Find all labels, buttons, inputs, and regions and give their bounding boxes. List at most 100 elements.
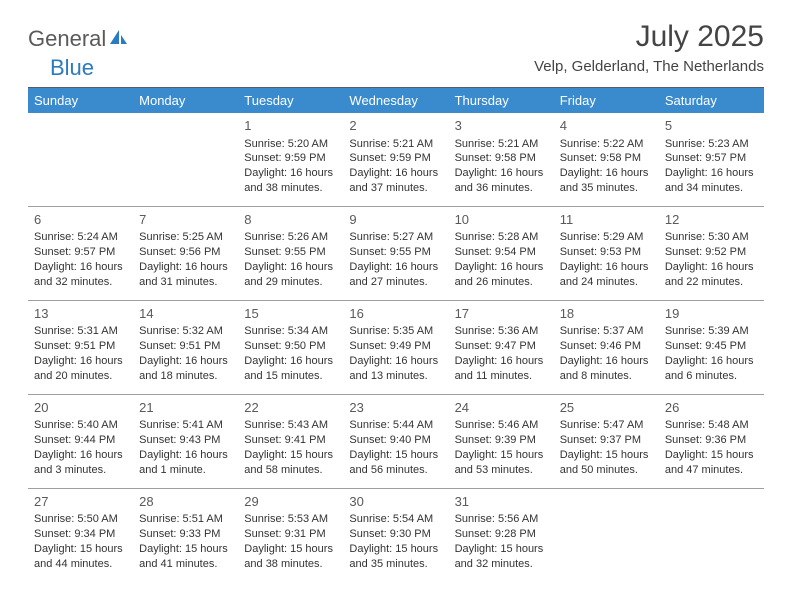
calendar-day-cell: 19Sunrise: 5:39 AMSunset: 9:45 PMDayligh… xyxy=(659,300,764,394)
calendar-day-cell: 22Sunrise: 5:43 AMSunset: 9:41 PMDayligh… xyxy=(238,394,343,488)
day-number: 25 xyxy=(560,399,653,417)
day-number: 10 xyxy=(455,211,548,229)
day-number: 5 xyxy=(665,117,758,135)
sunrise-text: Sunrise: 5:40 AM xyxy=(34,418,127,433)
sunrise-text: Sunrise: 5:34 AM xyxy=(244,324,337,339)
calendar-day-cell: 26Sunrise: 5:48 AMSunset: 9:36 PMDayligh… xyxy=(659,394,764,488)
calendar-day-cell: 2Sunrise: 5:21 AMSunset: 9:59 PMDaylight… xyxy=(343,113,448,206)
day-number: 6 xyxy=(34,211,127,229)
weekday-header: Sunday xyxy=(28,88,133,113)
daylight-text: Daylight: 16 hours and 18 minutes. xyxy=(139,354,232,384)
calendar-day-cell: 23Sunrise: 5:44 AMSunset: 9:40 PMDayligh… xyxy=(343,394,448,488)
calendar-day-cell: 5Sunrise: 5:23 AMSunset: 9:57 PMDaylight… xyxy=(659,113,764,206)
daylight-text: Daylight: 16 hours and 6 minutes. xyxy=(665,354,758,384)
calendar-empty-cell xyxy=(554,488,659,581)
sunrise-text: Sunrise: 5:22 AM xyxy=(560,137,653,152)
day-number: 17 xyxy=(455,305,548,323)
day-number: 11 xyxy=(560,211,653,229)
sunset-text: Sunset: 9:47 PM xyxy=(455,339,548,354)
calendar-empty-cell xyxy=(133,113,238,206)
sunset-text: Sunset: 9:54 PM xyxy=(455,245,548,260)
calendar-empty-cell xyxy=(659,488,764,581)
calendar-week-row: 1Sunrise: 5:20 AMSunset: 9:59 PMDaylight… xyxy=(28,113,764,206)
day-number: 14 xyxy=(139,305,232,323)
day-number: 7 xyxy=(139,211,232,229)
calendar-day-cell: 10Sunrise: 5:28 AMSunset: 9:54 PMDayligh… xyxy=(449,206,554,300)
calendar-week-row: 27Sunrise: 5:50 AMSunset: 9:34 PMDayligh… xyxy=(28,488,764,581)
calendar-day-cell: 14Sunrise: 5:32 AMSunset: 9:51 PMDayligh… xyxy=(133,300,238,394)
daylight-text: Daylight: 16 hours and 15 minutes. xyxy=(244,354,337,384)
daylight-text: Daylight: 15 hours and 35 minutes. xyxy=(349,542,442,572)
day-number: 15 xyxy=(244,305,337,323)
calendar-week-row: 20Sunrise: 5:40 AMSunset: 9:44 PM Dayligh… xyxy=(28,394,764,488)
day-number: 4 xyxy=(560,117,653,135)
day-number: 16 xyxy=(349,305,442,323)
sunrise-text: Sunrise: 5:48 AM xyxy=(665,418,758,433)
calendar-day-cell: 18Sunrise: 5:37 AMSunset: 9:46 PMDayligh… xyxy=(554,300,659,394)
daylight-text: Daylight: 16 hours and 36 minutes. xyxy=(455,166,548,196)
calendar-day-cell: 9Sunrise: 5:27 AMSunset: 9:55 PMDaylight… xyxy=(343,206,448,300)
sunrise-text: Sunrise: 5:23 AM xyxy=(665,137,758,152)
sunrise-text: Sunrise: 5:25 AM xyxy=(139,230,232,245)
weekday-header: Thursday xyxy=(449,88,554,113)
calendar-day-cell: 17Sunrise: 5:36 AMSunset: 9:47 PMDayligh… xyxy=(449,300,554,394)
calendar-body: 1Sunrise: 5:20 AMSunset: 9:59 PMDaylight… xyxy=(28,113,764,582)
day-number: 8 xyxy=(244,211,337,229)
sunrise-text: Sunrise: 5:21 AM xyxy=(455,137,548,152)
daylight-text: Daylight: 16 hours and 35 minutes. xyxy=(560,166,653,196)
sunset-text: Sunset: 9:50 PM xyxy=(244,339,337,354)
sunset-text: Sunset: 9:56 PM xyxy=(139,245,232,260)
calendar-header-row: SundayMondayTuesdayWednesdayThursdayFrid… xyxy=(28,88,764,113)
calendar-day-cell: 25Sunrise: 5:47 AMSunset: 9:37 PMDayligh… xyxy=(554,394,659,488)
sunset-text: Sunset: 9:31 PM xyxy=(244,527,337,542)
day-number: 18 xyxy=(560,305,653,323)
calendar-day-cell: 30Sunrise: 5:54 AMSunset: 9:30 PMDayligh… xyxy=(343,488,448,581)
sunrise-text: Sunrise: 5:24 AM xyxy=(34,230,127,245)
calendar-week-row: 13Sunrise: 5:31 AMSunset: 9:51 PMDayligh… xyxy=(28,300,764,394)
sunset-text: Sunset: 9:59 PM xyxy=(349,151,442,166)
day-number: 19 xyxy=(665,305,758,323)
day-number: 28 xyxy=(139,493,232,511)
day-number: 3 xyxy=(455,117,548,135)
day-number: 21 xyxy=(139,399,232,417)
calendar-day-cell: 31Sunrise: 5:56 AMSunset: 9:28 PMDayligh… xyxy=(449,488,554,581)
sunrise-text: Sunrise: 5:41 AM xyxy=(139,418,232,433)
daylight-text: Daylight: 16 hours and 20 minutes. xyxy=(34,354,127,384)
title-block: July 2025 Velp, Gelderland, The Netherla… xyxy=(534,20,764,75)
daylight-text: Daylight: 15 hours and 44 minutes. xyxy=(34,542,127,572)
sunrise-text: Sunrise: 5:36 AM xyxy=(455,324,548,339)
sunset-text: Sunset: 9:45 PM xyxy=(665,339,758,354)
calendar-day-cell: 24Sunrise: 5:46 AMSunset: 9:39 PMDayligh… xyxy=(449,394,554,488)
calendar-day-cell: 16Sunrise: 5:35 AMSunset: 9:49 PMDayligh… xyxy=(343,300,448,394)
sunset-text: Sunset: 9:37 PM xyxy=(560,433,653,448)
sunrise-text: Sunrise: 5:35 AM xyxy=(349,324,442,339)
day-number: 20 xyxy=(34,399,127,417)
sunset-text: Sunset: 9:34 PM xyxy=(34,527,127,542)
daylight-text: Daylight: 15 hours and 50 minutes. xyxy=(560,448,653,478)
calendar-day-cell: 12Sunrise: 5:30 AMSunset: 9:52 PMDayligh… xyxy=(659,206,764,300)
daylight-text: Daylight: 16 hours and 29 minutes. xyxy=(244,260,337,290)
daylight-text: Daylight: 16 hours and 37 minutes. xyxy=(349,166,442,196)
sunset-text: Sunset: 9:44 PM xyxy=(34,433,127,448)
sunset-text: Sunset: 9:39 PM xyxy=(455,433,548,448)
calendar-day-cell: 11Sunrise: 5:29 AMSunset: 9:53 PMDayligh… xyxy=(554,206,659,300)
sunrise-text: Sunrise: 5:29 AM xyxy=(560,230,653,245)
calendar-day-cell: 27Sunrise: 5:50 AMSunset: 9:34 PMDayligh… xyxy=(28,488,133,581)
day-number: 1 xyxy=(244,117,337,135)
location: Velp, Gelderland, The Netherlands xyxy=(534,58,764,75)
logo-sail-icon xyxy=(108,27,128,52)
daylight-text: Daylight: 16 hours and 27 minutes. xyxy=(349,260,442,290)
sunset-text: Sunset: 9:36 PM xyxy=(665,433,758,448)
daylight-text: Daylight: 16 hours and 13 minutes. xyxy=(349,354,442,384)
calendar-day-cell: 28Sunrise: 5:51 AMSunset: 9:33 PMDayligh… xyxy=(133,488,238,581)
daylight-text: Daylight: 16 hours and 1 minute. xyxy=(139,448,232,478)
daylight-text: Daylight: 16 hours and 31 minutes. xyxy=(139,260,232,290)
day-number: 9 xyxy=(349,211,442,229)
sunset-text: Sunset: 9:51 PM xyxy=(139,339,232,354)
sunset-text: Sunset: 9:49 PM xyxy=(349,339,442,354)
day-number: 26 xyxy=(665,399,758,417)
day-number: 24 xyxy=(455,399,548,417)
daylight-text: Daylight: 15 hours and 32 minutes. xyxy=(455,542,548,572)
sunset-text: Sunset: 9:30 PM xyxy=(349,527,442,542)
weekday-header: Tuesday xyxy=(238,88,343,113)
